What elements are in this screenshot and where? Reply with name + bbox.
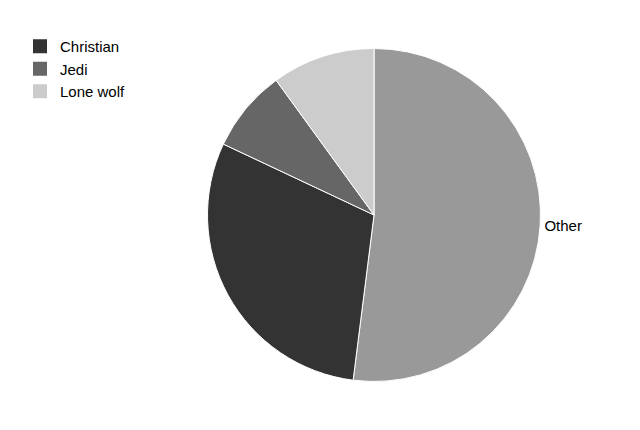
svg-text:Other: Other: [544, 217, 582, 234]
svg-text:Christian: Christian: [60, 38, 119, 55]
svg-text:Jedi: Jedi: [60, 61, 88, 78]
svg-text:Lone wolf: Lone wolf: [60, 83, 125, 100]
